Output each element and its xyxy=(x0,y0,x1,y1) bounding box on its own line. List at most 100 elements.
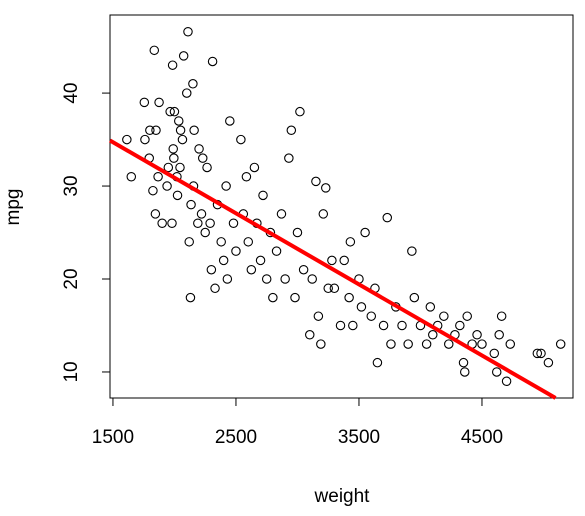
y-tick-label: 30 xyxy=(61,175,82,196)
point xyxy=(425,302,436,312)
point xyxy=(196,209,207,219)
point xyxy=(455,320,465,331)
point xyxy=(276,209,287,219)
point xyxy=(145,125,155,136)
point xyxy=(167,60,178,70)
point xyxy=(186,199,196,210)
point xyxy=(284,153,294,163)
point xyxy=(216,237,226,247)
point xyxy=(249,162,260,173)
point xyxy=(225,116,235,126)
point xyxy=(268,292,278,303)
point xyxy=(122,134,132,145)
point xyxy=(305,330,315,340)
point xyxy=(157,218,167,228)
point xyxy=(501,376,512,387)
point xyxy=(335,320,346,331)
point xyxy=(182,88,192,98)
point xyxy=(489,348,500,359)
point xyxy=(167,218,177,228)
point xyxy=(193,218,203,228)
point xyxy=(218,255,229,266)
point xyxy=(174,116,184,126)
point xyxy=(491,367,502,377)
point xyxy=(403,339,413,349)
point xyxy=(444,339,454,349)
point xyxy=(356,302,367,312)
x-tick-label: 1500 xyxy=(92,427,134,448)
point xyxy=(258,190,268,201)
point xyxy=(207,56,218,67)
point xyxy=(494,330,504,340)
point xyxy=(532,348,543,359)
point xyxy=(168,144,178,154)
point xyxy=(382,212,393,223)
point xyxy=(126,172,137,182)
point xyxy=(177,134,188,145)
point xyxy=(316,339,326,349)
point xyxy=(339,255,349,266)
point xyxy=(255,255,266,266)
point xyxy=(421,339,432,349)
point xyxy=(307,274,317,284)
x-axis-label: weight xyxy=(314,486,371,507)
point xyxy=(221,181,231,191)
y-tick-label: 20 xyxy=(61,268,82,289)
point xyxy=(407,246,417,256)
point xyxy=(321,183,331,193)
point xyxy=(210,283,220,294)
point xyxy=(185,292,196,303)
point xyxy=(555,339,566,349)
point xyxy=(472,330,482,340)
point xyxy=(428,330,438,340)
point xyxy=(206,264,217,275)
point xyxy=(311,176,321,187)
point xyxy=(318,209,329,219)
point xyxy=(231,246,241,256)
point xyxy=(271,246,282,256)
point xyxy=(139,97,150,108)
point xyxy=(458,357,469,368)
point xyxy=(162,181,172,191)
point xyxy=(496,311,507,321)
point xyxy=(280,274,290,284)
point xyxy=(140,134,150,145)
y-tick-label: 10 xyxy=(61,361,82,382)
point xyxy=(149,45,160,56)
point xyxy=(194,144,204,154)
point xyxy=(439,311,449,321)
point xyxy=(348,320,358,331)
point xyxy=(163,162,174,173)
point xyxy=(323,283,333,294)
point xyxy=(462,311,472,321)
point xyxy=(313,311,324,321)
point xyxy=(169,153,179,163)
point xyxy=(236,134,246,145)
point xyxy=(188,79,198,89)
point xyxy=(178,51,189,61)
point xyxy=(200,227,210,238)
point xyxy=(148,185,158,196)
point xyxy=(169,106,180,117)
point xyxy=(295,106,305,117)
point xyxy=(243,237,254,247)
regression-line xyxy=(108,138,557,400)
point xyxy=(228,218,239,228)
point xyxy=(409,292,420,303)
point xyxy=(292,227,303,238)
point xyxy=(360,227,370,238)
x-tick-label: 3500 xyxy=(338,427,380,448)
point xyxy=(189,125,199,136)
point xyxy=(205,218,215,228)
point xyxy=(153,172,163,182)
point xyxy=(505,339,516,349)
point xyxy=(378,320,389,331)
point xyxy=(165,106,175,117)
point xyxy=(290,292,300,303)
point xyxy=(184,237,194,247)
point xyxy=(286,125,297,136)
point xyxy=(197,153,208,163)
point xyxy=(241,172,252,182)
